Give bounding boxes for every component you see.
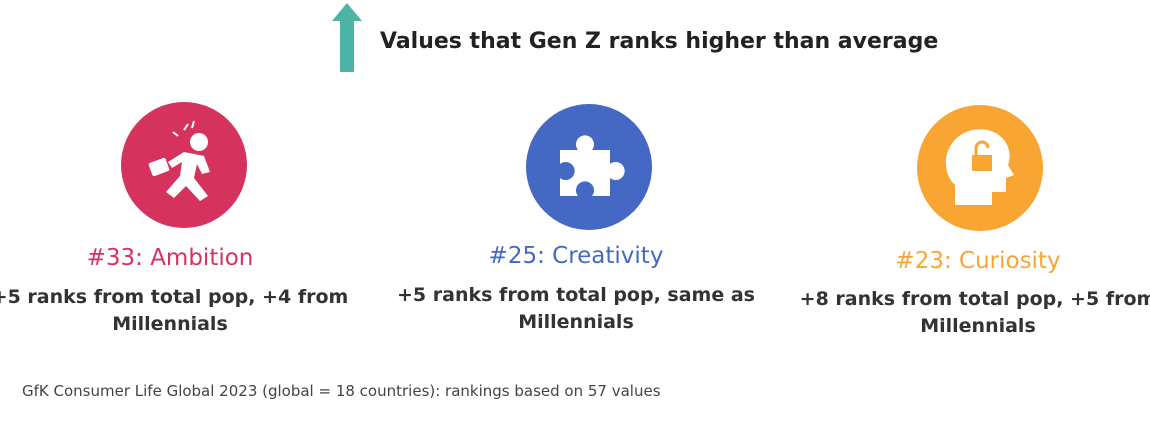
creativity-icon <box>526 104 652 230</box>
title: Values that Gen Z ranks higher than aver… <box>380 29 939 54</box>
value-description: +5 ranks from total pop, same as Millenn… <box>397 284 755 333</box>
value-label: #33: Ambition <box>86 245 254 271</box>
value-description: +8 ranks from total pop, +5 from Millenn… <box>799 288 1150 337</box>
value-label: #23: Curiosity <box>895 248 1061 274</box>
up-arrow <box>332 3 362 72</box>
footnote: GfK Consumer Life Global 2023 (global = … <box>22 382 661 400</box>
ambition-icon <box>121 102 247 228</box>
value-label: #25: Creativity <box>488 243 664 269</box>
curiosity-icon <box>917 105 1043 231</box>
value-description: +5 ranks from total pop, +4 from Millenn… <box>0 286 349 335</box>
